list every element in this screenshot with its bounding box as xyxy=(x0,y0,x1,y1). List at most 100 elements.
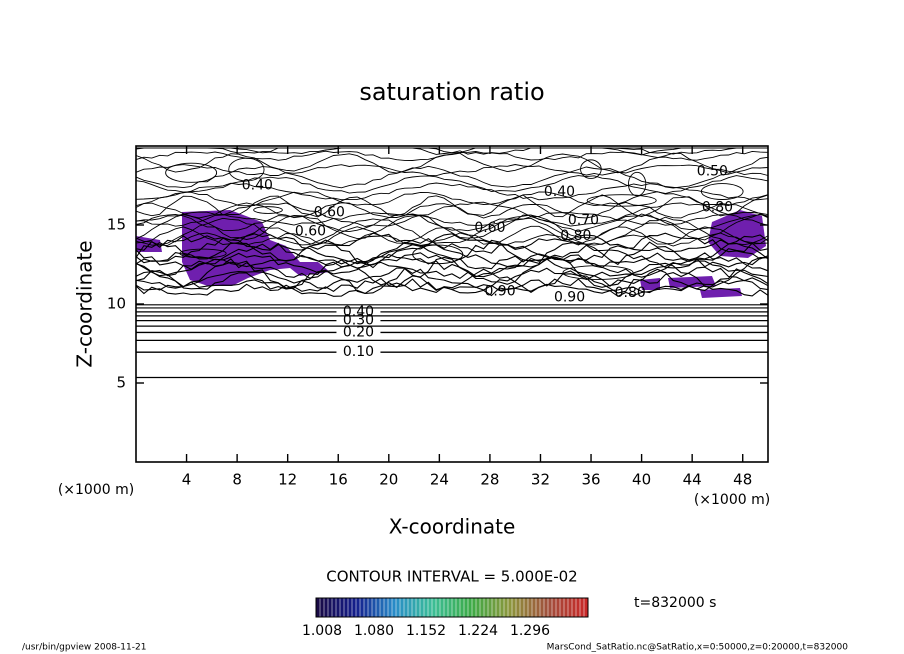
colorbar-cell xyxy=(360,598,364,617)
contour-label: 0.40 xyxy=(343,304,374,320)
y-tick-label: 15 xyxy=(107,216,126,234)
colorbar-cell xyxy=(448,598,452,617)
colorbar-cell xyxy=(556,598,560,617)
x-unit: (×1000 m) xyxy=(694,492,770,508)
time-label: t=832000 s xyxy=(634,595,716,611)
contour-texture-line xyxy=(135,266,769,289)
colorbar-cell xyxy=(484,598,488,617)
contour-label: 0.40 xyxy=(544,184,575,200)
colorbar: 1.008 1.080 1.152 1.224 1.296 xyxy=(302,598,588,639)
y-tick-label: 5 xyxy=(116,374,126,392)
colorbar-cell xyxy=(328,598,332,617)
footer-right: MarsCond_SatRatio.nc@SatRatio,x=0:50000,… xyxy=(547,643,849,653)
colorbar-cell xyxy=(500,598,504,617)
colorbar-cell xyxy=(536,598,540,617)
colorbar-cell xyxy=(432,598,436,617)
x-tick-label: 24 xyxy=(430,471,449,489)
colorbar-cell xyxy=(400,598,404,617)
contour-texture-line xyxy=(136,147,768,156)
contour-texture-line xyxy=(135,277,769,295)
colorbar-tick-label: 1.080 xyxy=(354,623,394,639)
x-tick-label: 36 xyxy=(581,471,600,489)
colorbar-cell xyxy=(564,598,568,617)
contour-label: 0.80 xyxy=(702,200,733,216)
colorbar-cell xyxy=(456,598,460,617)
contour-texture-loop xyxy=(586,194,657,207)
contour-label: 0.40 xyxy=(242,178,273,194)
contour-label: 0.50 xyxy=(697,163,728,179)
colorbar-cell xyxy=(428,598,432,617)
contour-texture-line xyxy=(135,213,769,233)
contour-texture-loop xyxy=(253,206,283,214)
contour-texture-line xyxy=(135,216,769,246)
chart-title: saturation ratio xyxy=(359,78,544,106)
colorbar-cell xyxy=(452,598,456,617)
colorbar-cell xyxy=(568,598,572,617)
colorbar-cell xyxy=(480,598,484,617)
contour-label: 0.80 xyxy=(615,285,646,301)
contour-label: 0.20 xyxy=(343,324,374,340)
contour-texture-line xyxy=(135,252,769,278)
colorbar-cell xyxy=(508,598,512,617)
contour-texture-loop xyxy=(628,171,647,197)
contour-texture-loop xyxy=(580,159,602,179)
contour-texture-loop xyxy=(228,157,265,182)
colorbar-cell xyxy=(440,598,444,617)
colorbar-cell xyxy=(540,598,544,617)
plot-area: 0.100.200.300.400.40 0.400.500.600.600.80… xyxy=(107,146,768,489)
contour-label: 0.60 xyxy=(295,223,326,239)
colorbar-cell xyxy=(552,598,556,617)
contour-texture-line xyxy=(135,175,769,194)
patch xyxy=(700,288,742,298)
contour-texture-line xyxy=(135,232,769,247)
contour-label: 0.90 xyxy=(554,290,585,306)
plot-frame xyxy=(135,145,769,463)
contour-texture-loop xyxy=(412,244,464,265)
colorbar-cell xyxy=(460,598,464,617)
colorbar-cell xyxy=(472,598,476,617)
x-tick-label: 12 xyxy=(278,471,297,489)
colorbar-cell xyxy=(424,598,428,617)
x-axis-label: X-coordinate xyxy=(389,515,516,539)
footer-left: /usr/bin/gpview 2008-11-21 xyxy=(22,643,146,653)
colorbar-cell xyxy=(492,598,496,617)
contour-label: 0.70 xyxy=(568,212,599,228)
colorbar-tick-label: 1.224 xyxy=(458,623,498,639)
contour-texture-line xyxy=(135,164,769,177)
contour-texture-line xyxy=(135,213,769,241)
colorbar-cell xyxy=(324,598,328,617)
colorbar-tick-label: 1.152 xyxy=(406,623,446,639)
contour-label: 0.30 xyxy=(343,313,374,329)
colorbar-cell xyxy=(376,598,380,617)
x-tick-label: 28 xyxy=(480,471,499,489)
x-tick-label: 16 xyxy=(329,471,348,489)
x-tick-label: 40 xyxy=(632,471,651,489)
colorbar-cell xyxy=(384,598,388,617)
colorbar-cell xyxy=(504,598,508,617)
colorbar-cell xyxy=(320,598,324,617)
contour-texture-line xyxy=(135,258,769,280)
contour-texture-loop xyxy=(179,248,227,259)
contour-texture-line xyxy=(135,232,769,264)
colorbar-cell xyxy=(584,598,588,617)
colorbar-cell xyxy=(520,598,524,617)
colorbar-cell xyxy=(548,598,552,617)
contour-interval: CONTOUR INTERVAL = 5.000E-02 xyxy=(326,568,577,586)
colorbar-cell xyxy=(396,598,400,617)
colorbar-cell xyxy=(524,598,528,617)
colorbar-cell xyxy=(404,598,408,617)
colorbar-tick-label: 1.008 xyxy=(302,623,342,639)
colorbar-cell xyxy=(580,598,584,617)
patch xyxy=(668,276,716,288)
colorbar-cell xyxy=(364,598,368,617)
colorbar-cell xyxy=(464,598,468,617)
contour-texture-line xyxy=(135,165,769,189)
colorbar-cell xyxy=(412,598,416,617)
colorbar-cell xyxy=(528,598,532,617)
contour-label: 0.10 xyxy=(343,344,374,360)
y-unit: (×1000 m) xyxy=(58,482,134,498)
colorbar-cell xyxy=(392,598,396,617)
contour-texture-loop xyxy=(562,265,634,280)
contour-label: 0.60 xyxy=(474,220,505,236)
